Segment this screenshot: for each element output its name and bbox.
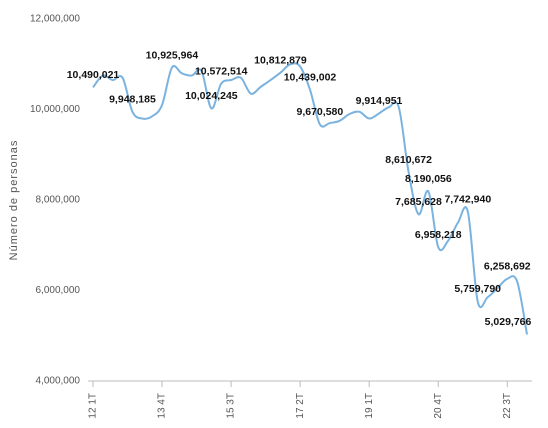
data-label: 9,914,951 [356, 95, 403, 107]
y-tick-label: 6,000,000 [36, 285, 81, 296]
x-tick-label: 12 1T [88, 393, 99, 419]
y-tick-label: 8,000,000 [36, 195, 81, 206]
data-label: 7,685,628 [395, 196, 442, 208]
data-label: 6,958,218 [415, 229, 462, 241]
data-label: 6,258,692 [484, 261, 531, 273]
line [92, 62, 528, 335]
x-tick-label: 15 3T [226, 393, 237, 419]
data-label: 9,670,580 [297, 106, 344, 118]
y-tick-label: 4,000,000 [36, 376, 81, 387]
data-label: 10,925,964 [146, 49, 199, 61]
y-tick-label: 10,000,000 [30, 104, 80, 115]
x-tick-label: 19 1T [364, 393, 375, 419]
data-label: 7,742,940 [444, 193, 491, 205]
x-tick-label: 17 2T [295, 393, 306, 419]
data-label: 10,024,245 [185, 90, 238, 102]
data-label: 5,029,766 [485, 316, 532, 328]
data-label: 8,610,672 [385, 154, 432, 166]
data-label: 9,948,185 [109, 94, 156, 106]
y-axis-label: Número de personas [8, 140, 20, 261]
y-tick-label: 12,000,000 [30, 14, 80, 25]
data-label: 5,759,790 [454, 283, 501, 295]
x-tick-label: 13 4T [157, 393, 168, 419]
data-label: 10,439,002 [284, 71, 337, 83]
data-label: 10,490,021 [67, 69, 120, 81]
x-tick-label: 22 3T [502, 393, 513, 419]
x-tick-label: 20 4T [433, 393, 444, 419]
data-label: 10,812,879 [254, 54, 307, 66]
data-label: 8,190,056 [405, 173, 452, 185]
data-label: 10,572,514 [195, 65, 248, 77]
